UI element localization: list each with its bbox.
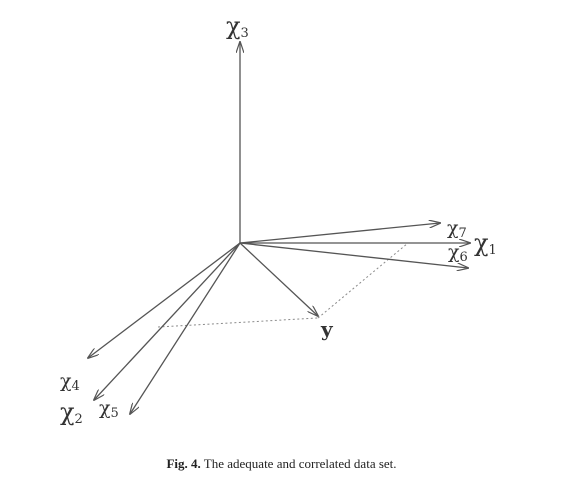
vector-x4-line bbox=[88, 242, 241, 358]
vector-x7-line bbox=[239, 223, 440, 244]
projection-line-to-x1 bbox=[317, 242, 409, 319]
figure-caption: Fig. 4. The adequate and correlated data… bbox=[0, 456, 563, 472]
vector-y-line bbox=[239, 242, 318, 316]
vector-x6-line bbox=[239, 242, 468, 268]
vector-x2-line bbox=[94, 242, 241, 400]
label-x5: χ5 bbox=[99, 397, 119, 421]
figure-caption-text: The adequate and correlated data set. bbox=[200, 456, 397, 471]
figure-caption-label: Fig. 4. bbox=[166, 456, 201, 471]
label-y: y bbox=[320, 317, 334, 341]
label-x7: χ7 bbox=[447, 217, 467, 241]
label-x4: χ4 bbox=[60, 370, 80, 394]
projection-line-to-x2 bbox=[157, 317, 319, 328]
label-x3: χ3 bbox=[226, 12, 249, 41]
label-x2: χ2 bbox=[60, 398, 83, 427]
label-x1: χ1 bbox=[474, 229, 497, 258]
label-x6: χ6 bbox=[448, 241, 468, 265]
vector-x5-line bbox=[130, 242, 241, 414]
